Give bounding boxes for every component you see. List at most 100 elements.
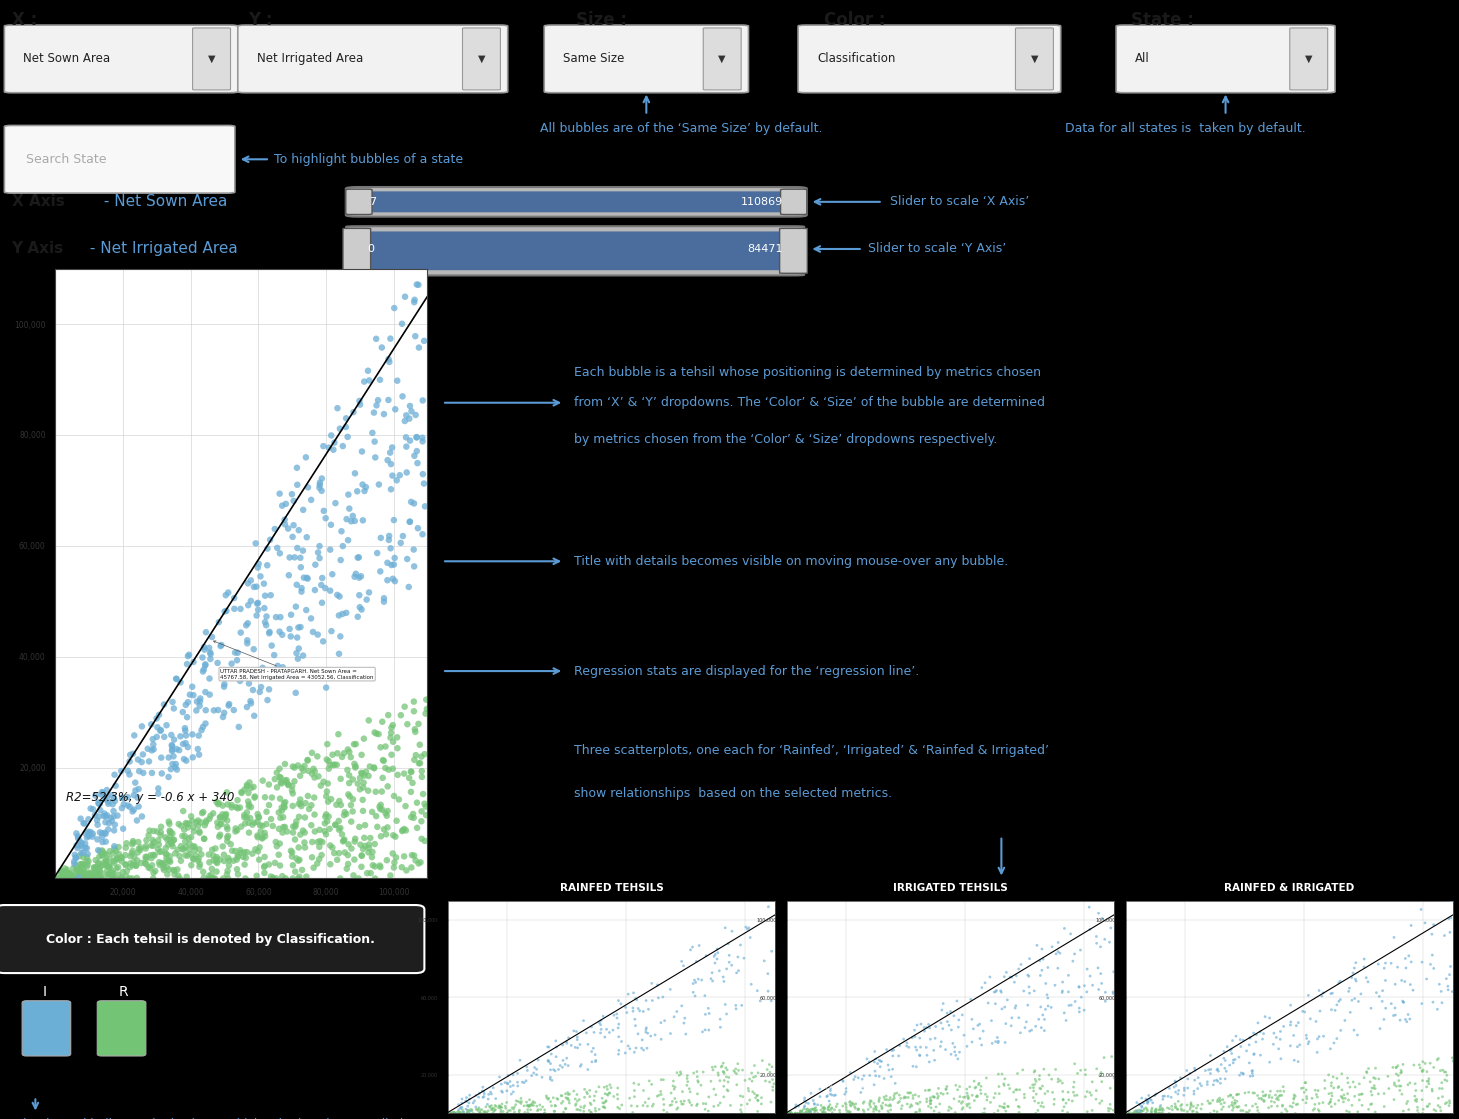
- Point: [661, 1092, 684, 1110]
- Point: [159, 847, 182, 865]
- Point: [935, 1078, 959, 1096]
- Point: [499, 1072, 522, 1090]
- Point: [998, 1080, 1021, 1098]
- Point: [903, 1103, 926, 1119]
- Point: [238, 814, 261, 831]
- Point: [282, 797, 305, 815]
- Point: [827, 1101, 851, 1119]
- Point: [382, 511, 406, 529]
- Point: [90, 864, 114, 882]
- Point: [274, 771, 298, 789]
- Point: [1296, 1090, 1319, 1108]
- Point: [350, 746, 374, 764]
- Point: [624, 1017, 648, 1035]
- Point: [384, 848, 407, 866]
- Point: [1272, 1082, 1296, 1100]
- Text: R2=52.3%, y = -0.6 x + 340: R2=52.3%, y = -0.6 x + 340: [66, 791, 233, 803]
- Point: [527, 1051, 550, 1069]
- Point: [756, 1061, 779, 1079]
- Point: [692, 1023, 715, 1041]
- Point: [1415, 1078, 1439, 1096]
- Point: [1269, 1023, 1293, 1041]
- Point: [242, 814, 266, 831]
- Point: [279, 548, 302, 566]
- Point: [162, 699, 185, 717]
- Point: [1364, 1080, 1388, 1098]
- Point: [537, 1052, 560, 1070]
- Point: [90, 828, 114, 846]
- Point: [321, 838, 344, 856]
- Text: ▼: ▼: [477, 54, 486, 64]
- Point: [864, 1098, 887, 1116]
- Point: [63, 846, 86, 864]
- Point: [1198, 1104, 1221, 1119]
- Point: [521, 1094, 544, 1112]
- Point: [983, 982, 1007, 1000]
- Point: [264, 833, 287, 850]
- Point: [1020, 1022, 1043, 1040]
- Text: All bubbles are of the ‘Same Size’ by default.: All bubbles are of the ‘Same Size’ by de…: [540, 122, 823, 135]
- Point: [121, 834, 144, 852]
- Point: [1423, 1101, 1446, 1119]
- Point: [1307, 1102, 1331, 1119]
- Point: [907, 1029, 931, 1047]
- Point: [410, 812, 433, 830]
- Point: [252, 575, 276, 593]
- Point: [1196, 1073, 1220, 1091]
- Point: [77, 810, 101, 828]
- Point: [158, 824, 181, 841]
- Point: [217, 856, 241, 874]
- Point: [1226, 1099, 1249, 1117]
- Point: [77, 822, 101, 840]
- Point: [287, 640, 311, 658]
- Point: [1131, 1102, 1154, 1119]
- Point: [461, 1101, 484, 1119]
- Point: [349, 769, 372, 787]
- Point: [193, 830, 216, 848]
- Point: [76, 845, 99, 863]
- Point: [986, 1028, 1010, 1046]
- Point: [868, 1051, 891, 1069]
- Point: [1242, 1024, 1265, 1042]
- Point: [464, 1087, 487, 1104]
- Point: [1271, 1097, 1294, 1115]
- Point: [484, 1098, 508, 1116]
- Point: [235, 634, 258, 652]
- Point: [519, 1066, 543, 1084]
- Point: [805, 1104, 829, 1119]
- Point: [916, 1098, 940, 1116]
- Point: [248, 838, 271, 856]
- Point: [776, 1104, 800, 1119]
- Point: [1320, 1000, 1344, 1018]
- Point: [139, 846, 162, 864]
- Point: [464, 1098, 487, 1116]
- Point: [156, 836, 179, 854]
- Point: [693, 1021, 716, 1038]
- Point: [95, 788, 118, 806]
- Point: [1144, 1100, 1167, 1118]
- Point: [235, 775, 258, 793]
- Point: [1385, 1059, 1408, 1076]
- Point: [76, 868, 99, 886]
- Point: [1137, 1093, 1160, 1111]
- Point: [1176, 1079, 1199, 1097]
- Point: [337, 836, 360, 854]
- Point: [1185, 1099, 1208, 1117]
- Point: [146, 840, 169, 858]
- Point: [1102, 982, 1125, 1000]
- Point: [382, 858, 406, 876]
- Point: [905, 1103, 928, 1119]
- Point: [515, 1062, 538, 1080]
- Point: [1388, 1081, 1411, 1099]
- Point: [397, 579, 420, 596]
- Point: [540, 1072, 563, 1090]
- Point: [473, 1082, 496, 1100]
- Point: [1228, 1066, 1252, 1084]
- Point: [1158, 1100, 1182, 1118]
- Point: [1163, 1078, 1186, 1096]
- Point: [1116, 1102, 1139, 1119]
- Point: [321, 745, 344, 763]
- Point: [178, 646, 201, 664]
- Point: [266, 763, 289, 781]
- Point: [678, 1093, 702, 1111]
